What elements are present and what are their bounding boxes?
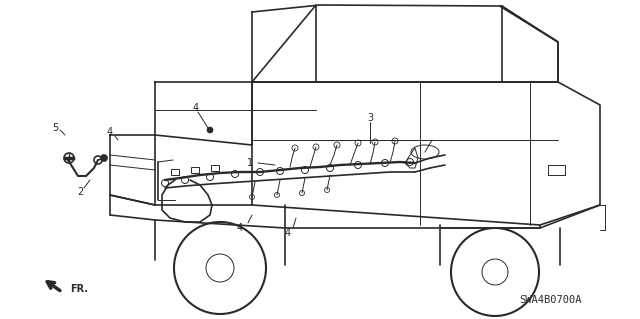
Circle shape: [161, 180, 168, 187]
Circle shape: [250, 195, 255, 199]
Text: 5: 5: [52, 123, 58, 133]
Bar: [191, 167, 199, 173]
Circle shape: [392, 138, 398, 144]
Circle shape: [300, 190, 305, 196]
Circle shape: [355, 140, 361, 146]
Circle shape: [381, 160, 388, 167]
Circle shape: [207, 174, 214, 181]
Circle shape: [207, 127, 213, 133]
Circle shape: [292, 145, 298, 151]
Circle shape: [355, 161, 362, 168]
Circle shape: [326, 165, 333, 172]
Text: 4: 4: [107, 127, 113, 137]
Text: SWA4B0700A: SWA4B0700A: [519, 295, 581, 305]
Circle shape: [372, 139, 378, 145]
Text: FR.: FR.: [70, 284, 88, 294]
Circle shape: [275, 192, 280, 197]
Circle shape: [182, 176, 189, 183]
Text: 4: 4: [285, 228, 291, 238]
Bar: [211, 165, 219, 171]
Circle shape: [257, 168, 264, 175]
Bar: [171, 169, 179, 175]
Text: 2: 2: [77, 187, 83, 197]
Circle shape: [276, 167, 284, 174]
Circle shape: [406, 159, 413, 166]
Text: 1: 1: [247, 158, 253, 168]
Text: 4: 4: [193, 103, 199, 113]
Circle shape: [324, 188, 330, 192]
Text: 4: 4: [237, 223, 243, 233]
Text: 3: 3: [367, 113, 373, 123]
Circle shape: [334, 142, 340, 148]
Circle shape: [301, 167, 308, 174]
Circle shape: [100, 154, 108, 161]
Circle shape: [313, 144, 319, 150]
Circle shape: [232, 170, 239, 177]
